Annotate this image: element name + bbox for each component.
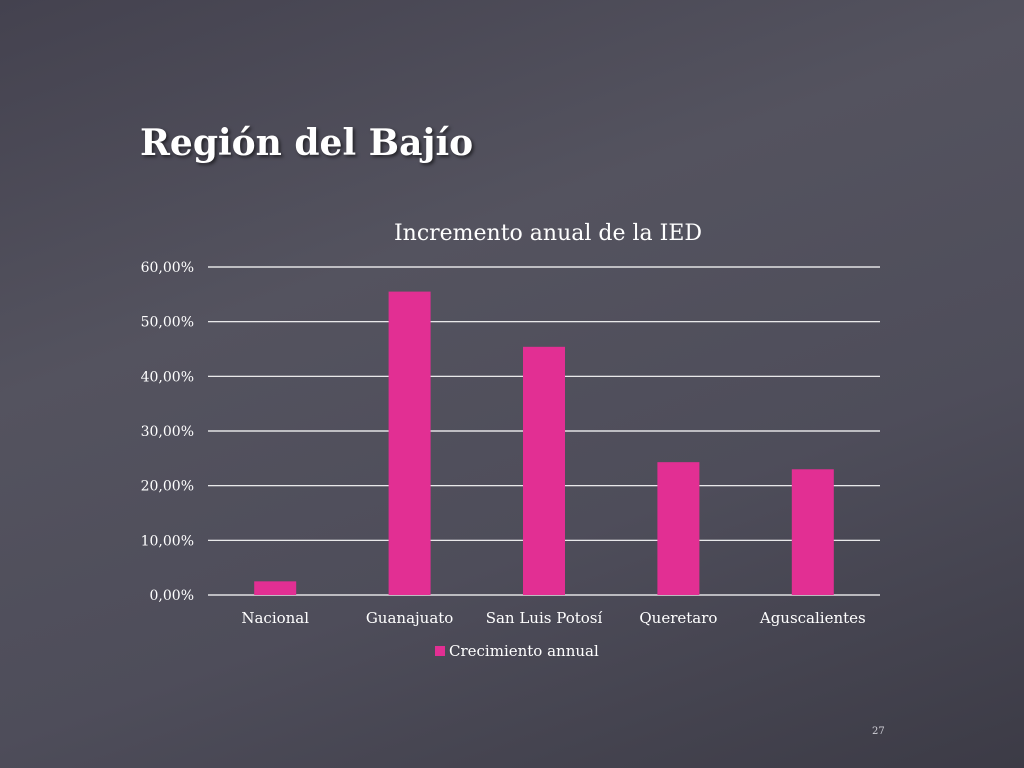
bar [388,291,431,595]
y-axis-ticks: 0,00% 10,00% 20,00% 30,00% 40,00% 50,00% 60,00… [141,260,194,604]
bars [254,291,834,595]
bar [791,469,834,595]
chart-title: Incremento anual de la IED [394,221,702,246]
bar [657,462,700,595]
page-number: 27 [872,726,885,737]
slide-title: Región del Bajío [140,122,474,164]
x-category-label: Aguscalientes [759,609,866,627]
y-tick-label: 40,00% [141,369,194,385]
bar [523,346,565,595]
legend-label: Crecimiento annual [449,642,599,660]
x-category-label: Nacional [241,609,309,627]
legend: Crecimiento annual [435,642,599,660]
y-tick-label: 50,00% [141,315,194,331]
y-tick-label: 0,00% [150,588,194,604]
x-category-label: San Luis Potosí [486,609,603,627]
x-category-label: Guanajuato [366,609,454,627]
bar [254,581,297,595]
legend-swatch [435,646,445,656]
y-tick-label: 20,00% [141,479,194,495]
x-axis-categories: Nacional Guanajuato San Luis Potosí Quereta… [241,609,865,627]
y-tick-label: 60,00% [141,260,194,276]
y-tick-label: 10,00% [141,533,194,549]
y-tick-label: 30,00% [141,424,194,440]
x-category-label: Queretaro [639,609,717,627]
